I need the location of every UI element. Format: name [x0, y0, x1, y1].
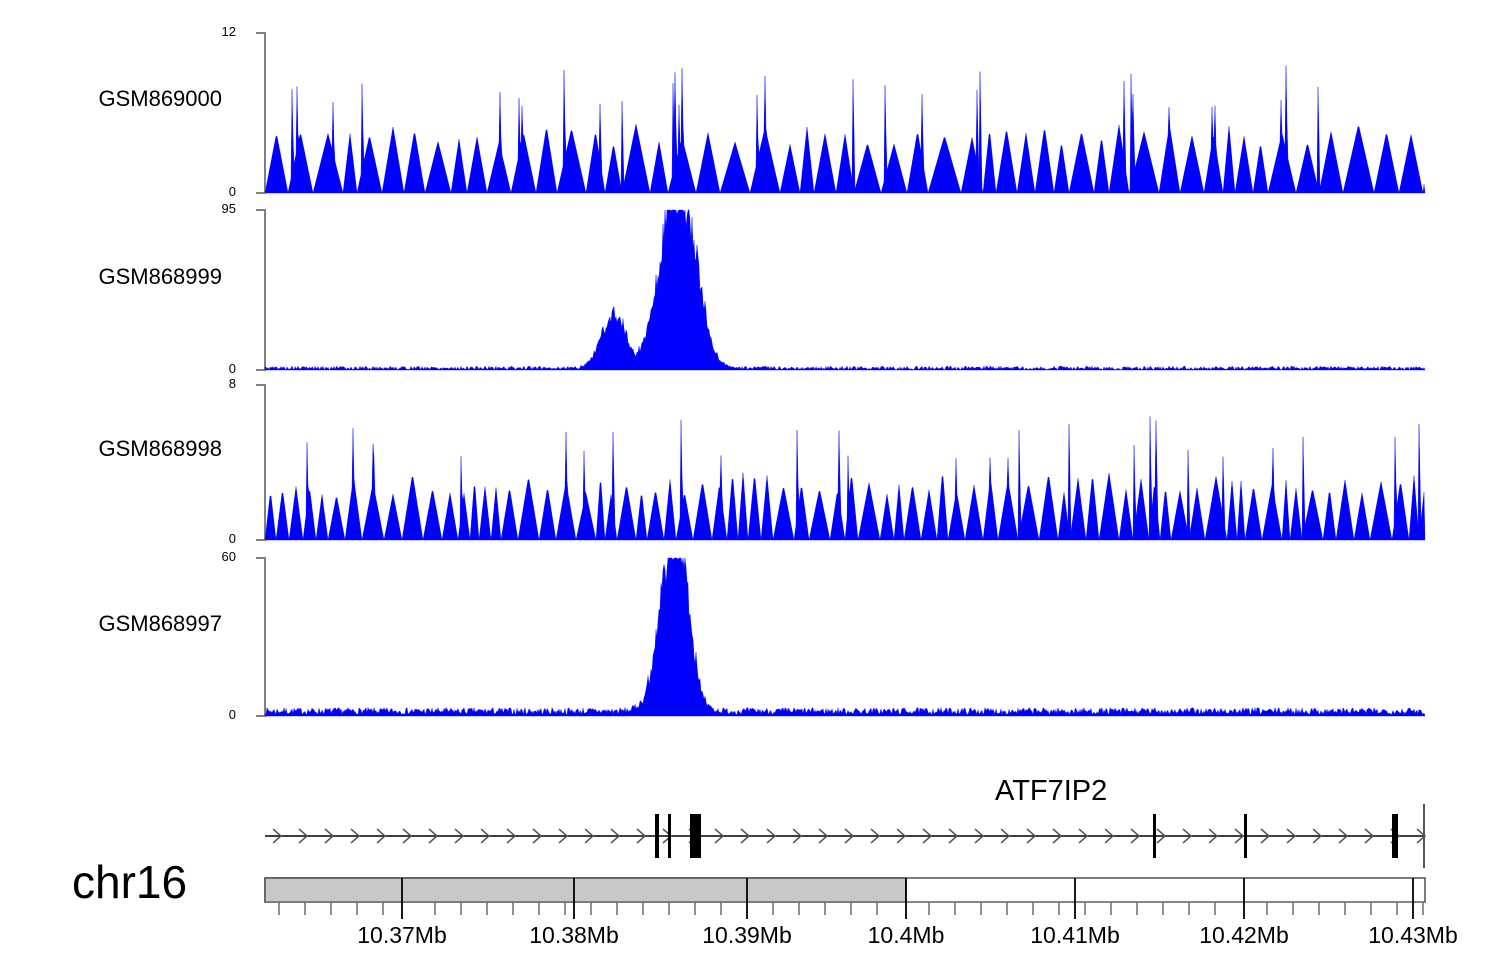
axis-tick-label-3: 10.4Mb	[867, 922, 945, 948]
track-ymax-gsm868997: 60	[221, 549, 236, 564]
track-ymin-gsm868999: 0	[228, 361, 236, 376]
track-label-gsm869000: GSM869000	[98, 86, 222, 111]
track-ymin-gsm869000: 0	[228, 184, 236, 199]
track-ymin-gsm868997: 0	[228, 707, 236, 722]
axis-tick-label-4: 10.41Mb	[1030, 922, 1120, 948]
axis-tick-label-1: 10.38Mb	[529, 922, 619, 948]
track-label-gsm868999: GSM868999	[98, 264, 222, 289]
chromosome-label: chr16	[72, 856, 188, 908]
track-ymax-gsm868999: 95	[221, 201, 236, 216]
axis-tick-label-0: 10.37Mb	[357, 922, 447, 948]
axis-tick-label-2: 10.39Mb	[702, 922, 792, 948]
track-label-gsm868997: GSM868997	[98, 611, 222, 636]
track-ymax-gsm868998: 8	[228, 376, 236, 391]
track-label-gsm868998: GSM868998	[98, 436, 222, 461]
track-ymax-gsm869000: 12	[221, 24, 236, 39]
gene-name-label: ATF7IP2	[995, 775, 1108, 807]
axis-tick-label-6: 10.43Mb	[1368, 922, 1458, 948]
track-ymin-gsm868998: 0	[228, 531, 236, 546]
axis-tick-label-5: 10.42Mb	[1199, 922, 1289, 948]
